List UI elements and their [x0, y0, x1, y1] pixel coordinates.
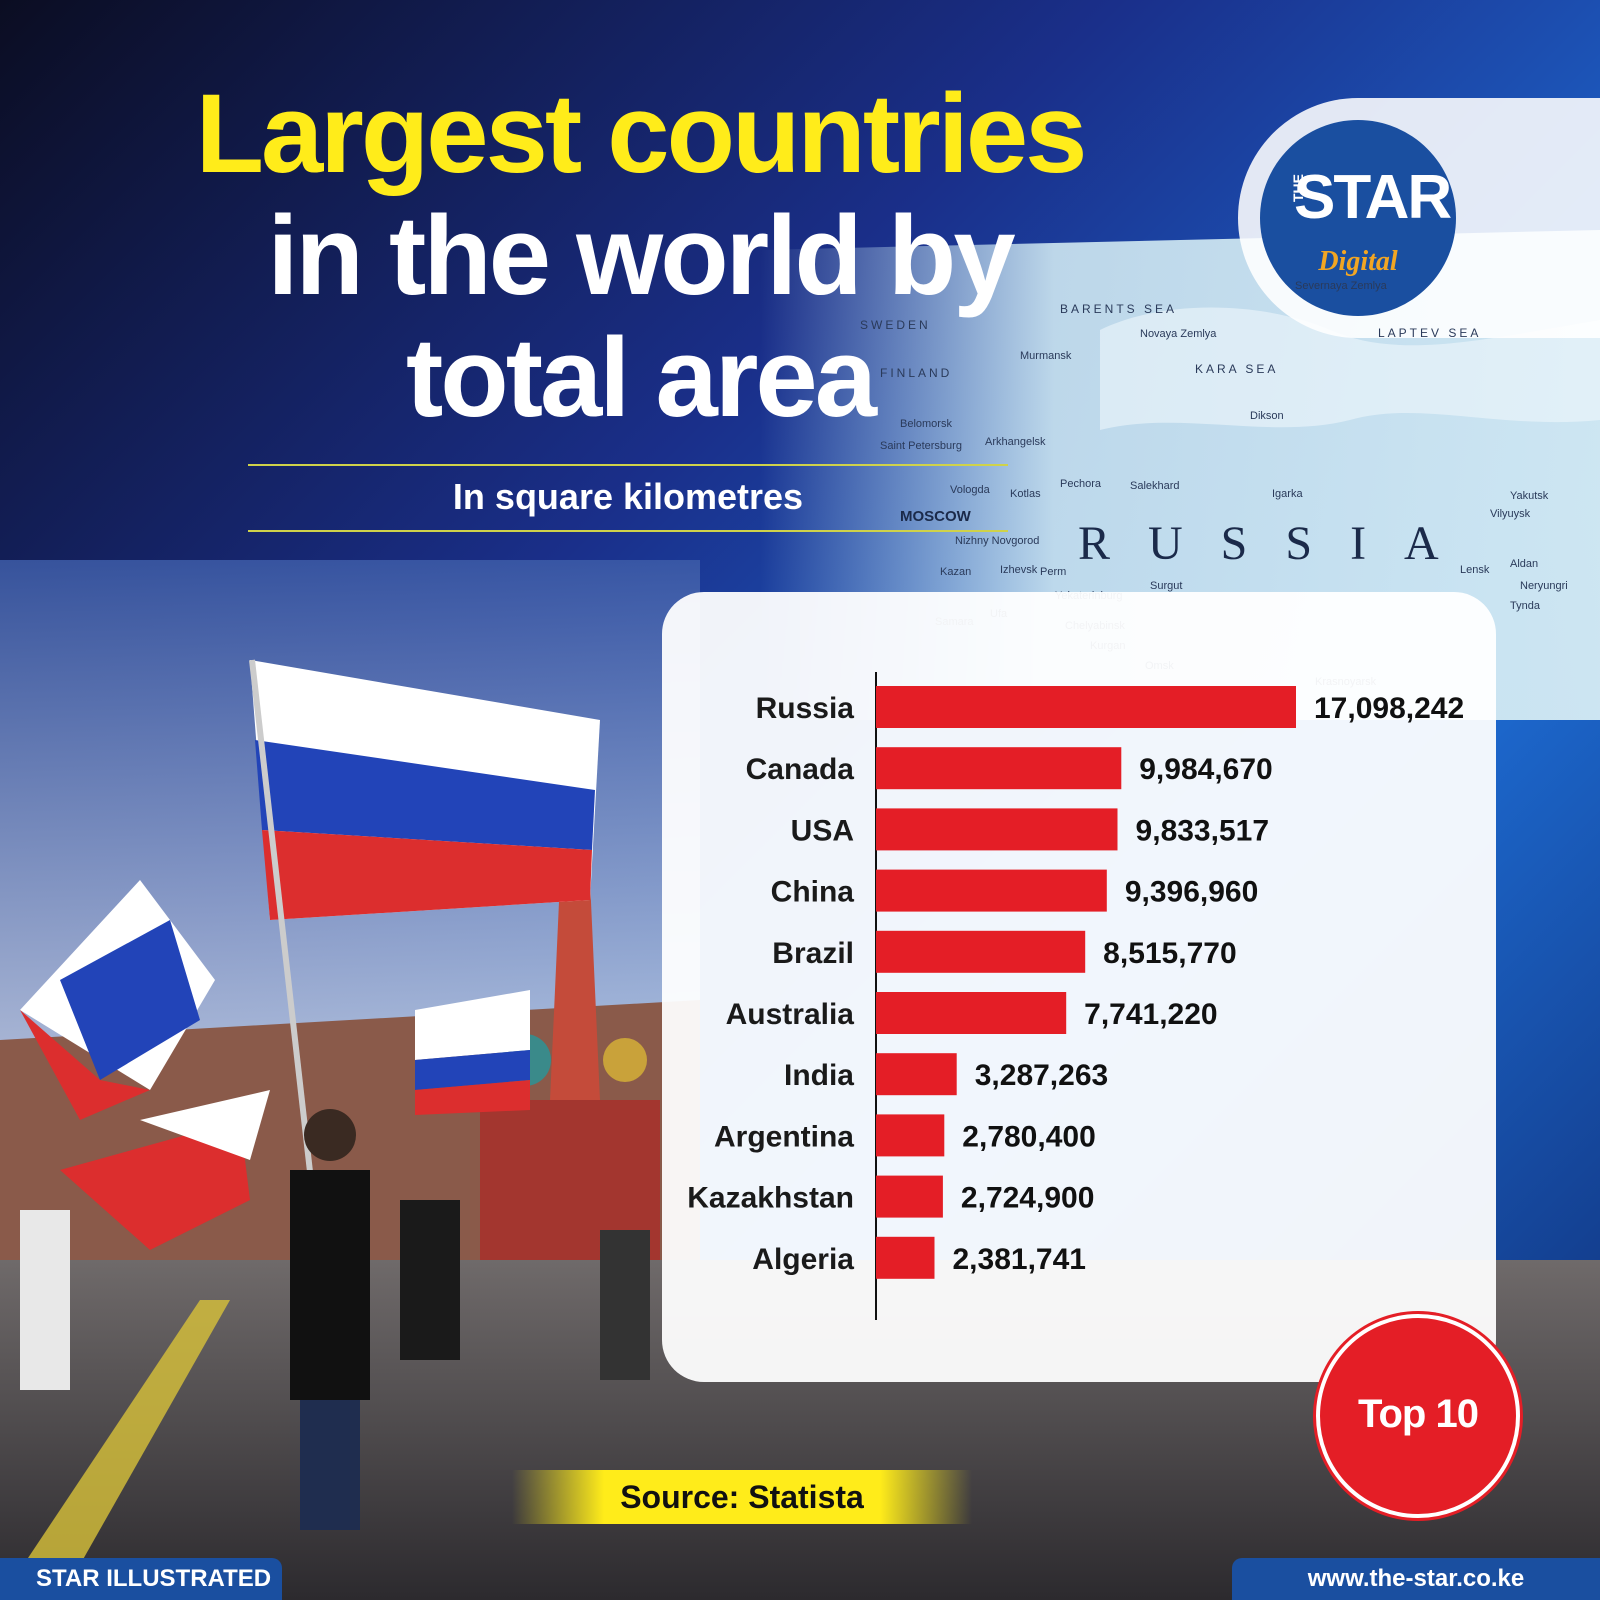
value-label: 7,741,220 — [1084, 998, 1217, 1031]
value-label: 2,381,741 — [953, 1243, 1086, 1276]
the-star-digital-logo: THE STAR Digital — [1238, 98, 1600, 338]
category-label: Russia — [756, 692, 855, 725]
map-place-label: Saint Petersburg — [880, 440, 962, 452]
map-place-label: Kazan — [940, 566, 972, 578]
bar-kazakhstan — [876, 1175, 943, 1218]
map-place-label: Neryungri — [1520, 580, 1568, 592]
value-label: 3,287,263 — [975, 1059, 1108, 1092]
bar-canada — [876, 747, 1122, 790]
value-label: 8,515,770 — [1103, 937, 1236, 970]
value-label: 17,098,242 — [1314, 692, 1464, 725]
map-place-label: Lensk — [1460, 564, 1490, 576]
category-label: Australia — [726, 998, 855, 1031]
map-place-label: LAPTEV SEA — [1378, 326, 1482, 340]
footer-website-link[interactable]: www.the-star.co.ke — [1232, 1558, 1600, 1600]
map-place-label: Novaya Zemlya — [1140, 328, 1217, 340]
map-place-label: Tynda — [1510, 600, 1540, 612]
value-label: 9,984,670 — [1139, 753, 1272, 786]
map-place-label: FINLAND — [880, 366, 953, 380]
footer-credit: STAR ILLUSTRATED — [0, 1558, 282, 1600]
map-place-label: KARA SEA — [1195, 362, 1279, 376]
map-place-label: Vilyuysk — [1490, 508, 1531, 520]
map-place-label: Nizhny Novgorod — [955, 535, 1040, 547]
map-place-label: Izhevsk — [1000, 564, 1038, 576]
subtitle-divider-top — [248, 464, 1008, 466]
bar-russia — [876, 686, 1296, 728]
title-line-2: in the world by — [267, 193, 1015, 318]
map-place-label: Yakutsk — [1510, 490, 1549, 502]
map-place-label: BARENTS SEA — [1060, 302, 1178, 316]
bar-argentina — [876, 1114, 945, 1157]
value-label: 9,833,517 — [1136, 814, 1269, 847]
subtitle-divider-bottom — [248, 530, 1008, 532]
badge-label: Top 10 — [1358, 1392, 1479, 1436]
chart-panel: Russia 17,098,242 Canada 9,984,670 USA 9,833,… — [662, 592, 1496, 1382]
logo-star: STAR — [1294, 163, 1452, 232]
subtitle: In square kilometres — [452, 476, 804, 517]
map-place-label: Severnaya Zemlya — [1295, 280, 1387, 292]
map-place-label: Vologda — [950, 484, 990, 496]
logo-digital: Digital — [1318, 246, 1398, 277]
map-place-label: Perm — [1040, 566, 1067, 578]
category-label: Argentina — [714, 1120, 854, 1153]
map-place-label: Arkhangelsk — [985, 436, 1046, 448]
category-label: Brazil — [772, 937, 854, 970]
category-label: USA — [791, 814, 854, 847]
map-country-label: RUSSIA — [1078, 517, 1477, 570]
category-label: Algeria — [752, 1243, 854, 1276]
bar-chart: Russia 17,098,242 Canada 9,984,670 USA 9,833,… — [687, 672, 1464, 1320]
category-label: China — [771, 876, 855, 909]
bar-brazil — [876, 930, 1086, 973]
category-label: India — [784, 1059, 854, 1092]
bar-china — [876, 869, 1107, 912]
map-place-label: Pechora — [1060, 478, 1101, 490]
category-label: Canada — [746, 753, 855, 786]
map-place-label: Salekhard — [1130, 480, 1180, 492]
bar-usa — [876, 808, 1118, 851]
title-line-1: Largest countries — [195, 71, 1088, 196]
map-place-label: Surgut — [1150, 580, 1183, 592]
value-label: 2,780,400 — [962, 1120, 1095, 1153]
title-line-3: total area — [406, 315, 877, 440]
bar-india — [876, 1053, 957, 1096]
map-place-label: Aldan — [1510, 558, 1539, 570]
map-place-label: Igarka — [1272, 488, 1303, 500]
value-label: 9,396,960 — [1125, 876, 1258, 909]
source-credit: Source: Statista — [512, 1470, 972, 1524]
category-label: Kazakhstan — [687, 1182, 854, 1215]
map-place-label: MOSCOW — [900, 508, 971, 525]
map-place-label: Dikson — [1250, 410, 1284, 422]
map-place-label: Belomorsk — [900, 418, 952, 430]
map-place-label: Kotlas — [1010, 488, 1041, 500]
logo-badge: THE STAR Digital — [1260, 120, 1456, 316]
value-label: 2,724,900 — [961, 1182, 1094, 1215]
top-10-badge: Top 10 — [1316, 1314, 1520, 1518]
map-place-label: Murmansk — [1020, 350, 1072, 362]
bar-australia — [876, 992, 1067, 1034]
bar-algeria — [876, 1236, 935, 1279]
map-place-label: SWEDEN — [860, 318, 931, 332]
